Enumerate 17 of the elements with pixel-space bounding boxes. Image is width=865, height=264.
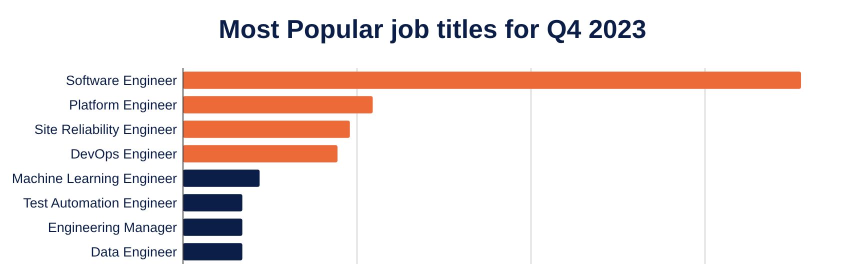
y-tick-label: Site Reliability Engineer xyxy=(34,122,178,137)
y-tick-label: Data Engineer xyxy=(90,244,178,260)
bar xyxy=(183,243,242,260)
y-tick-label: Platform Engineer xyxy=(68,97,178,112)
y-tick-label: Software Engineer xyxy=(66,72,178,88)
bar xyxy=(183,170,260,187)
bar xyxy=(183,218,242,236)
bar xyxy=(183,120,350,138)
y-tick-label: DevOps Engineer xyxy=(70,146,178,162)
bar xyxy=(183,145,338,162)
bar xyxy=(183,194,242,212)
y-tick-label: Test Automation Engineer xyxy=(23,195,178,210)
y-tick-label: Engineering Manager xyxy=(48,220,178,235)
bar xyxy=(183,96,373,114)
y-tick-label: Machine Learning Engineer xyxy=(12,170,178,186)
bar xyxy=(183,72,801,89)
chart-title: Most Popular job titles for Q4 2023 xyxy=(218,14,646,44)
